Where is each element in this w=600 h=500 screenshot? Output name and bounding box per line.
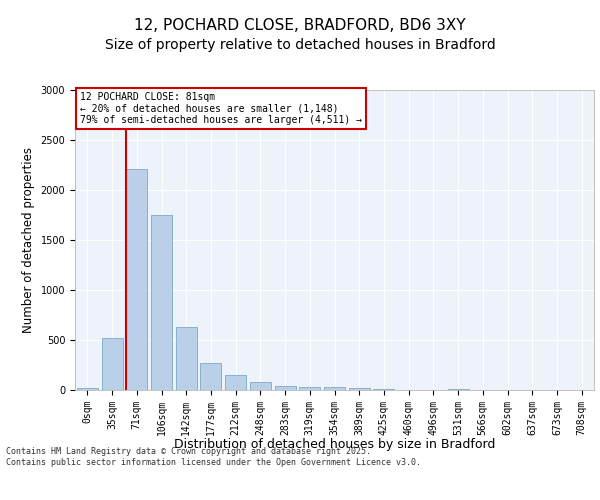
Bar [200,363,221,390]
Bar [349,388,370,390]
Bar [151,215,172,390]
Bar [299,386,320,390]
Text: 12, POCHARD CLOSE, BRADFORD, BD6 3XY: 12, POCHARD CLOSE, BRADFORD, BD6 3XY [134,18,466,32]
X-axis label: Distribution of detached houses by size in Bradford: Distribution of detached houses by size … [174,438,495,451]
Bar [324,387,345,390]
Text: Contains HM Land Registry data © Crown copyright and database right 2025.
Contai: Contains HM Land Registry data © Crown c… [6,448,421,467]
Text: 12 POCHARD CLOSE: 81sqm
← 20% of detached houses are smaller (1,148)
79% of semi: 12 POCHARD CLOSE: 81sqm ← 20% of detache… [80,92,362,124]
Bar [275,386,296,390]
Bar [77,388,98,390]
Bar [101,338,122,390]
Bar [126,169,147,390]
Bar [448,388,469,390]
Y-axis label: Number of detached properties: Number of detached properties [22,147,35,333]
Bar [225,374,246,390]
Bar [250,382,271,390]
Text: Size of property relative to detached houses in Bradford: Size of property relative to detached ho… [104,38,496,52]
Bar [373,389,394,390]
Bar [176,326,197,390]
